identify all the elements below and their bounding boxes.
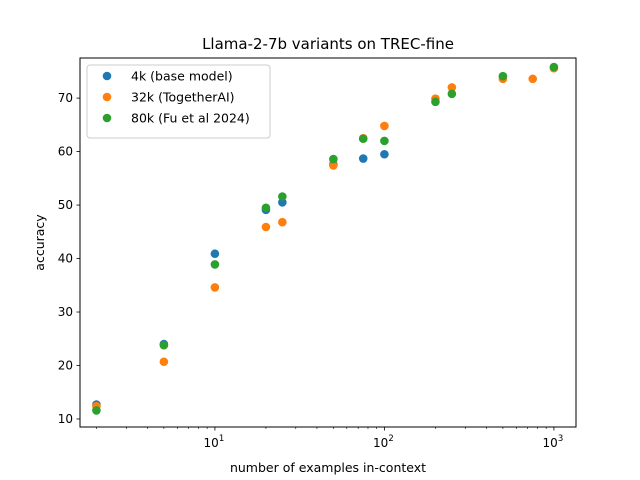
y-tick-label: 40 bbox=[58, 252, 73, 266]
point-series-1 bbox=[278, 217, 287, 227]
point-series-1 bbox=[528, 74, 538, 84]
point-series-2 bbox=[261, 203, 271, 213]
point-series-2 bbox=[549, 62, 559, 72]
y-tick-label: 60 bbox=[58, 145, 73, 159]
legend-label: 4k (base model) bbox=[131, 69, 233, 84]
point-series-2 bbox=[329, 154, 338, 164]
x-tick-exponent: 3 bbox=[558, 434, 563, 444]
legend-marker bbox=[102, 113, 112, 123]
chart-title: Llama-2-7b variants on TREC-fine bbox=[202, 35, 454, 53]
x-tick-label: 102 bbox=[373, 434, 394, 450]
legend-label: 32k (TogetherAI) bbox=[131, 90, 235, 105]
point-series-2 bbox=[431, 97, 440, 107]
point-series-0 bbox=[380, 149, 389, 159]
point-series-2 bbox=[159, 340, 169, 350]
legend-label: 80k (Fu et al 2024) bbox=[131, 111, 250, 126]
point-series-1 bbox=[210, 283, 220, 292]
y-tick-label: 10 bbox=[58, 412, 73, 426]
point-series-0 bbox=[278, 198, 287, 207]
point-series-0 bbox=[210, 249, 220, 259]
point-series-1 bbox=[380, 121, 389, 131]
y-tick-label: 20 bbox=[58, 359, 73, 373]
point-series-0 bbox=[358, 154, 368, 163]
x-axis-label: number of examples in-context bbox=[230, 460, 426, 475]
y-tick-label: 30 bbox=[58, 305, 73, 319]
x-tick-exponent: 2 bbox=[388, 434, 393, 444]
x-tick-exponent: 1 bbox=[219, 434, 224, 444]
legend-box bbox=[86, 64, 271, 139]
point-series-2 bbox=[447, 89, 457, 99]
data-points bbox=[92, 62, 559, 415]
legend: 4k (base model) 32k (TogetherAI) 80k (Fu e… bbox=[86, 64, 271, 139]
y-axis-label: accuracy bbox=[32, 214, 47, 271]
point-series-2 bbox=[278, 192, 287, 201]
legend-marker bbox=[102, 71, 112, 81]
x-tick-label: 103 bbox=[543, 434, 564, 450]
point-series-1 bbox=[447, 83, 457, 92]
x-tick-base: 10 bbox=[373, 436, 388, 450]
point-series-2 bbox=[498, 71, 508, 81]
y-tick-label: 70 bbox=[58, 91, 73, 105]
point-series-2 bbox=[358, 134, 368, 144]
point-series-1 bbox=[159, 357, 169, 367]
x-tick-label: 101 bbox=[204, 434, 225, 450]
point-series-2 bbox=[92, 406, 101, 415]
point-series-1 bbox=[329, 161, 338, 170]
x-tick-base: 10 bbox=[543, 436, 558, 450]
y-tick-label: 50 bbox=[58, 198, 73, 212]
point-series-1 bbox=[261, 222, 271, 232]
plot-frame bbox=[79, 57, 577, 428]
point-series-2 bbox=[210, 260, 220, 269]
point-series-2 bbox=[380, 136, 389, 146]
legend-marker bbox=[102, 92, 112, 102]
x-tick-base: 10 bbox=[204, 436, 219, 450]
